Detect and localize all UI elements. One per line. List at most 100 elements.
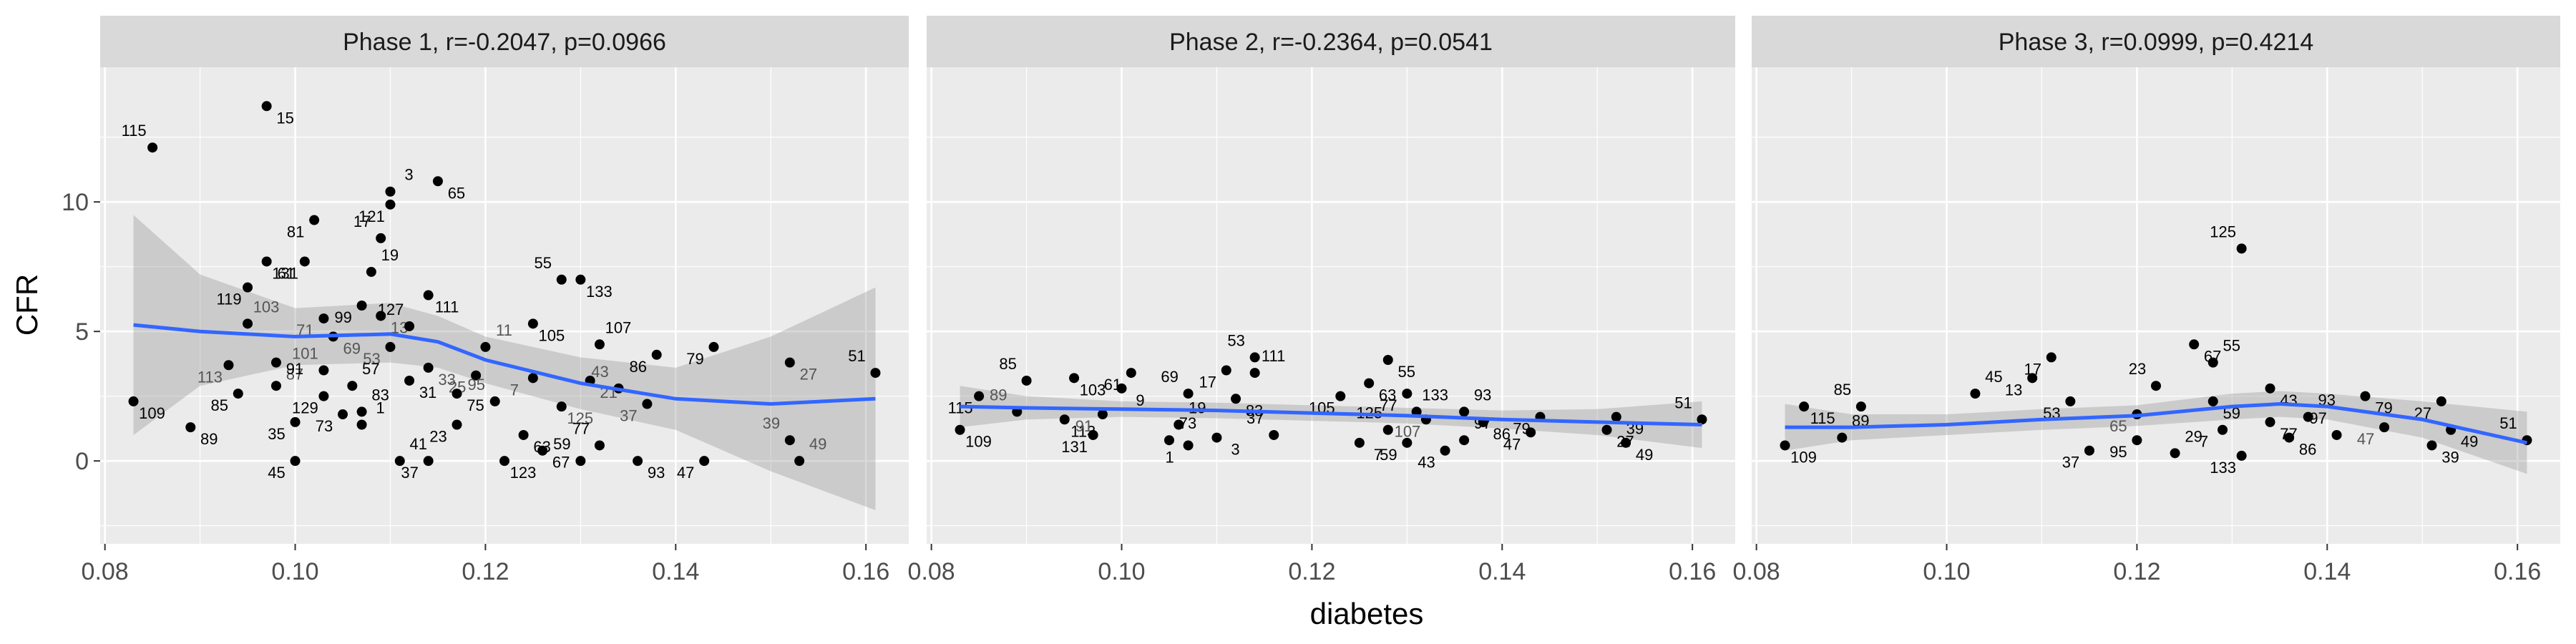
- data-point: [633, 456, 643, 467]
- data-point: [2331, 429, 2342, 440]
- x-tick-label: 0.10: [1098, 558, 1145, 585]
- data-point: [870, 368, 881, 379]
- point-label: 49: [1636, 446, 1653, 464]
- data-point: [1183, 440, 1194, 451]
- data-point: [385, 341, 396, 352]
- point-label: 86: [1493, 425, 1510, 443]
- data-point: [1855, 401, 1866, 412]
- data-point: [794, 456, 805, 467]
- point-label: 111: [435, 298, 459, 316]
- data-point: [1621, 437, 1631, 448]
- point-label: 53: [1227, 331, 1244, 349]
- point-label: 75: [467, 396, 484, 414]
- smooth-line: [960, 404, 1702, 426]
- point-label: 31: [419, 384, 436, 401]
- point-label: 95: [467, 376, 484, 394]
- data-point: [1364, 378, 1375, 389]
- point-label: 63: [1379, 386, 1396, 404]
- data-point: [404, 375, 415, 386]
- point-label: 85: [1834, 381, 1851, 399]
- point-label: 131: [1061, 438, 1088, 456]
- point-label: 69: [1161, 368, 1178, 386]
- point-label: 33: [438, 371, 455, 389]
- point-label: 15: [276, 109, 293, 127]
- data-point: [2236, 450, 2247, 461]
- data-point: [1402, 437, 1413, 448]
- point-label: 51: [848, 347, 865, 365]
- data-point: [185, 422, 196, 433]
- point-label: 3: [1231, 441, 1239, 459]
- point-label: 73: [1179, 414, 1196, 432]
- point-label: 65: [448, 184, 465, 202]
- point-label: 121: [358, 208, 385, 225]
- point-label: 86: [2299, 441, 2316, 459]
- data-point: [2265, 416, 2275, 427]
- point-label: 11: [496, 321, 512, 339]
- point-label: 1: [376, 399, 384, 417]
- smooth-line: [133, 323, 876, 406]
- point-label: 127: [378, 301, 404, 318]
- data-point: [309, 215, 320, 225]
- data-point: [499, 456, 509, 467]
- x-tick-label: 0.12: [462, 558, 509, 585]
- data-point: [356, 419, 367, 430]
- data-point: [1116, 383, 1127, 394]
- data-point: [1459, 406, 1470, 417]
- data-point: [1459, 435, 1470, 446]
- x-tick-label: 0.10: [1923, 558, 1970, 585]
- data-point: [594, 339, 605, 350]
- point-label: 55: [1398, 363, 1415, 381]
- data-point: [2218, 424, 2228, 435]
- point-label: 59: [1380, 446, 1397, 464]
- data-point: [784, 357, 795, 368]
- point-label: 7: [1374, 446, 1382, 464]
- point-label: 119: [217, 291, 242, 308]
- data-point: [432, 176, 443, 187]
- point-label: 97: [2309, 409, 2326, 427]
- data-point: [290, 456, 301, 467]
- data-point: [261, 256, 272, 267]
- point-label: 105: [539, 326, 565, 344]
- data-point: [1164, 435, 1174, 446]
- data-point: [1021, 375, 1032, 386]
- data-point: [1126, 368, 1136, 379]
- point-label: 35: [268, 425, 285, 443]
- panel-background: [1752, 67, 2560, 544]
- point-label: 55: [535, 254, 552, 272]
- point-label: 49: [809, 435, 826, 453]
- data-point: [1799, 401, 1810, 412]
- point-label: 131: [272, 264, 298, 282]
- point-label: 89: [200, 430, 218, 448]
- data-point: [2265, 383, 2275, 394]
- data-point: [1174, 419, 1184, 430]
- data-point: [594, 440, 605, 451]
- point-label: 115: [1810, 409, 1835, 427]
- data-point: [575, 456, 586, 467]
- point-label: 87: [286, 366, 303, 384]
- data-point: [147, 142, 158, 153]
- y-tick-label: 0: [75, 448, 89, 475]
- point-label: 23: [429, 428, 447, 446]
- data-point: [974, 391, 985, 401]
- point-label: 57: [362, 360, 379, 378]
- data-point: [1249, 352, 1260, 363]
- point-label: 39: [2441, 448, 2459, 466]
- data-point: [423, 456, 434, 467]
- data-point: [1069, 373, 1080, 384]
- facet-strip-title: Phase 1, r=-0.2047, p=0.0966: [343, 29, 666, 56]
- point-label: 95: [2109, 443, 2127, 461]
- data-point: [2170, 448, 2180, 459]
- data-point: [556, 274, 567, 285]
- data-point: [575, 274, 586, 285]
- facet-strip: [100, 16, 909, 67]
- y-tick-label: 10: [62, 189, 89, 216]
- point-label: 23: [2129, 360, 2146, 378]
- data-point: [404, 321, 415, 331]
- point-label: 125: [2210, 223, 2236, 240]
- point-label: 45: [268, 464, 285, 482]
- data-point: [1211, 432, 1222, 443]
- data-point: [2207, 357, 2218, 368]
- data-point: [261, 101, 272, 112]
- y-tick-label: 5: [75, 318, 89, 346]
